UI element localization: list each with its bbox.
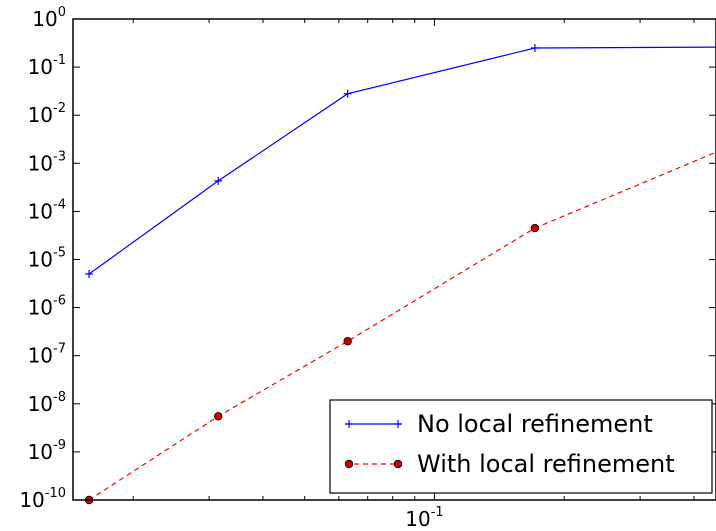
- legend-marker-0-b: [394, 420, 402, 428]
- legend: No local refinement With local refinement: [329, 399, 713, 494]
- series-line-1: [88, 151, 716, 501]
- legend-box: [329, 399, 713, 494]
- legend-label-1: With local refinement: [417, 450, 675, 478]
- legend-marker-0-a: [345, 420, 353, 428]
- y-tick-label-7: 10-7: [28, 342, 66, 368]
- y-tick-label-0: 100: [32, 5, 66, 31]
- legend-marker-1-a: [344, 459, 354, 469]
- series-0-point-3: [530, 43, 539, 52]
- legend-label-0: No local refinement: [417, 410, 653, 438]
- y-tick-label-4: 10-4: [28, 197, 66, 223]
- series-layer: [84, 43, 716, 505]
- series-1-point-2: [343, 337, 352, 346]
- y-tick-label-9: 10-9: [28, 438, 66, 464]
- axes-layer: 100 10-1 10-2 10-3 10-4 10-5 10-6 10-7 10-8 10-9 1…: [19, 5, 716, 531]
- y-tick-label-1: 10-1: [28, 53, 66, 79]
- series-1-point-1: [214, 412, 223, 421]
- series-0-point-0: [85, 269, 94, 278]
- y-tick-label-8: 10-8: [28, 390, 66, 416]
- y-tick-label-10: 10-10: [19, 486, 66, 512]
- x-tick-label-0: 10-1: [405, 505, 443, 531]
- y-tick-label-2: 10-2: [28, 101, 66, 127]
- series-0-point-1: [214, 176, 223, 185]
- y-tick-label-5: 10-5: [28, 246, 66, 272]
- series-1-point-3: [530, 223, 540, 233]
- y-tick-label-3: 10-3: [28, 149, 66, 175]
- y-tick-label-6: 10-6: [28, 294, 66, 320]
- series-0-point-2: [343, 89, 352, 98]
- legend-marker-1-b: [393, 459, 403, 469]
